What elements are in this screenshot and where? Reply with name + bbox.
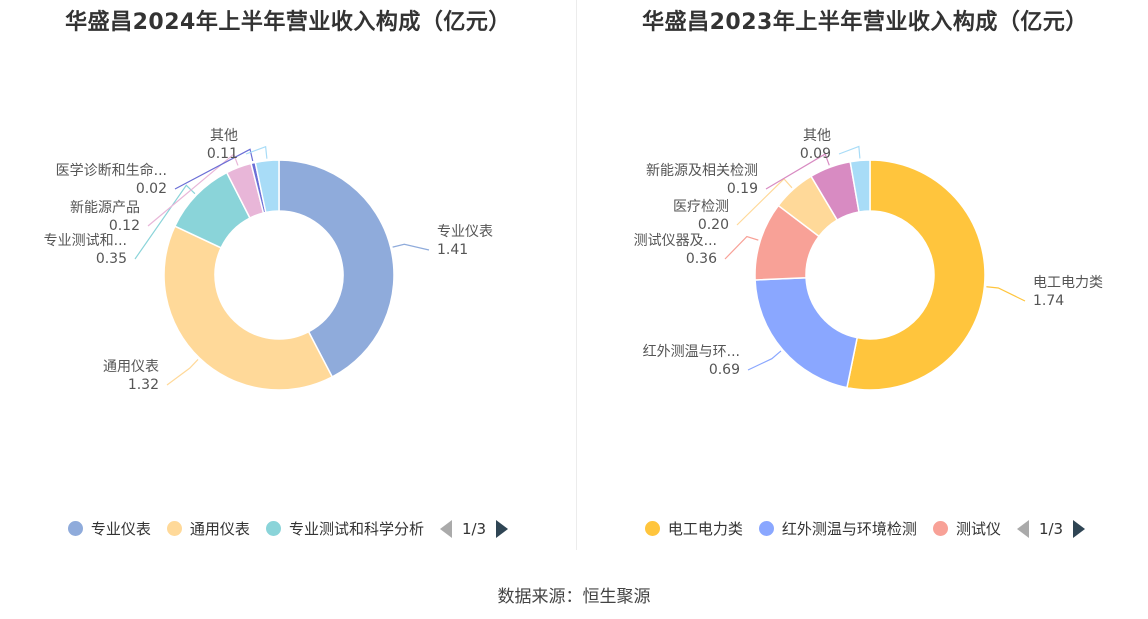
legend-item[interactable]: 通用仪表: [166, 518, 250, 539]
slice-value-label: 1.32: [128, 377, 159, 393]
legend-item[interactable]: 专业仪表: [67, 518, 151, 539]
slice-专业仪表[interactable]: [278, 159, 395, 378]
slice-label: 红外测温与环...: [643, 344, 740, 360]
legend-swatch: [67, 521, 83, 536]
leader-line: [134, 184, 196, 260]
legend-label: 专业测试和科学分析: [288, 520, 424, 538]
slice-label: 医疗检测: [673, 199, 729, 215]
data-source-footer: 数据来源：恒生聚源: [497, 587, 651, 607]
leader-line: [147, 153, 239, 227]
legend-item[interactable]: 红外测温与环境检测: [758, 518, 917, 539]
slice-label: 其他: [803, 128, 831, 144]
slice-value-label: 0.69: [709, 362, 740, 378]
legend-pager: 1/3: [439, 519, 509, 538]
slice-label: 测试仪器及...: [634, 233, 717, 249]
slice-label: 电工电力类: [1033, 275, 1103, 291]
next-page-icon[interactable]: [496, 519, 509, 538]
chart-panel-2023: 华盛昌2023年上半年营业收入构成（亿元） 电工电力类 1.74 红外测温与环...…: [577, 0, 1148, 560]
legend-item[interactable]: 专业测试和科学分析: [265, 518, 424, 539]
slice-value-label: 0.11: [207, 146, 238, 162]
legend-label: 红外测温与环境检测: [781, 520, 917, 538]
legend-swatch: [166, 521, 182, 536]
slice-value-label: 1.41: [437, 242, 468, 258]
next-page-icon[interactable]: [1073, 519, 1086, 538]
donut-chart-2024: 专业仪表 1.41 通用仪表 1.32 专业测试和... 0.35 新能源产品 0.12 医学诊…: [44, 128, 493, 393]
slice-label: 医学诊断和生命...: [56, 162, 167, 179]
slice-红外测温与环境检测[interactable]: [754, 276, 859, 389]
leader-line: [166, 359, 199, 386]
leader-line: [392, 243, 430, 251]
leader-line: [838, 145, 861, 159]
prev-page-icon[interactable]: [439, 519, 452, 538]
slice-value-label: 0.09: [800, 146, 831, 162]
chart-title: 华盛昌2024年上半年营业收入构成（亿元）: [65, 10, 511, 35]
legend-label: 测试仪: [955, 520, 1001, 538]
chart-title: 华盛昌2023年上半年营业收入构成（亿元）: [642, 10, 1088, 35]
slice-label: 专业测试和...: [44, 233, 127, 249]
legend-swatch: [265, 521, 281, 536]
legend-swatch: [644, 521, 660, 536]
panel-divider: [576, 0, 577, 550]
legend-pager: 1/3: [1016, 519, 1086, 538]
slice-value-label: 0.02: [136, 181, 167, 197]
legend-label: 专业仪表: [90, 520, 151, 538]
prev-page-icon[interactable]: [1016, 519, 1029, 538]
legend-page-indicator: 1/3: [461, 519, 487, 538]
legend-swatch: [932, 521, 948, 536]
slice-电工电力类[interactable]: [846, 159, 986, 391]
chart-panel-2024: 华盛昌2024年上半年营业收入构成（亿元） 专业仪表 1.41 通用仪表 1.32 专业…: [0, 0, 576, 560]
chart-legend: 电工电力类 红外测温与环境检测 测试仪 1/3: [577, 518, 1148, 539]
legend-swatch: [758, 521, 774, 536]
leader-line: [765, 153, 830, 190]
leader-line: [724, 235, 759, 260]
slice-value-label: 0.36: [686, 251, 717, 267]
slice-label: 专业仪表: [437, 224, 493, 240]
chart-legend: 专业仪表 通用仪表 专业测试和科学分析 1/3: [0, 518, 576, 539]
slice-label: 新能源产品: [70, 200, 140, 216]
legend-item[interactable]: 测试仪: [932, 518, 1001, 539]
slice-label: 新能源及相关检测: [646, 163, 758, 179]
legend-item[interactable]: 电工电力类: [644, 518, 743, 539]
slice-value-label: 1.74: [1033, 293, 1064, 309]
leader-line: [174, 148, 254, 190]
donut-chart-2023: 电工电力类 1.74 红外测温与环... 0.69 测试仪器及... 0.36 医疗检测 0.…: [634, 128, 1103, 391]
slice-value-label: 0.20: [698, 217, 729, 233]
slice-value-label: 0.19: [727, 181, 758, 197]
legend-page-indicator: 1/3: [1038, 519, 1064, 538]
slice-label: 通用仪表: [103, 359, 159, 375]
legend-label: 通用仪表: [189, 520, 250, 538]
slice-通用仪表[interactable]: [163, 225, 334, 391]
slice-value-label: 0.12: [109, 218, 140, 234]
slice-value-label: 0.35: [96, 251, 127, 267]
slice-其他[interactable]: [849, 159, 871, 213]
leader-line: [986, 286, 1026, 302]
slice-其他[interactable]: [254, 159, 280, 214]
legend-label: 电工电力类: [667, 520, 743, 538]
leader-line: [747, 350, 782, 371]
leader-line: [245, 145, 268, 159]
slice-label: 其他: [210, 128, 238, 144]
